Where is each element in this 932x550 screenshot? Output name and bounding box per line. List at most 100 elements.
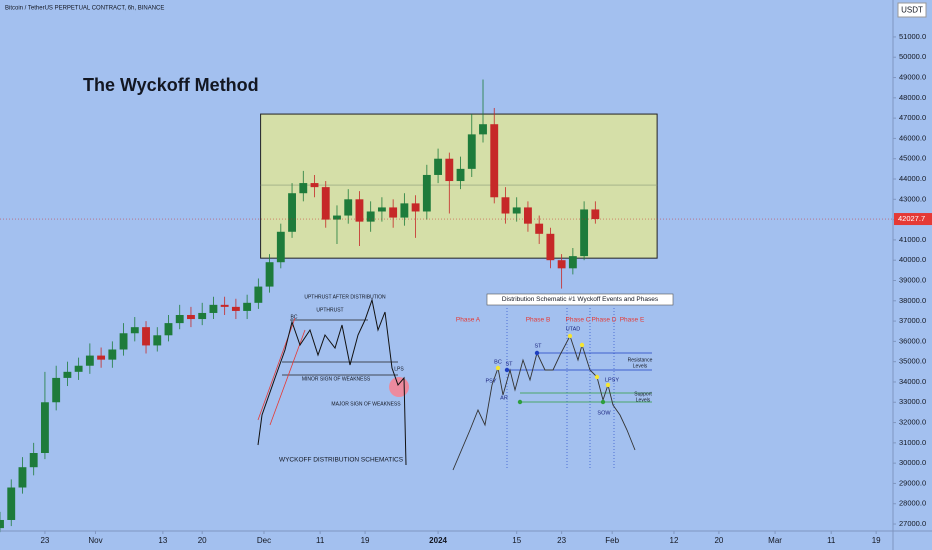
currency-box[interactable]: [897, 2, 927, 18]
x-tick-label: 12: [670, 536, 679, 545]
y-tick-label: 37000.0: [899, 316, 926, 325]
subtitle: Bitcoin / TetherUS PERPETUAL CONTRACT, 6…: [5, 6, 164, 12]
y-tick-label: 49000.0: [899, 73, 926, 82]
caption: WYCKOFF DISTRIBUTION SCHEMATICS: [279, 457, 404, 464]
candle-body: [52, 377, 61, 403]
candle-body: [63, 371, 72, 378]
y-tick-label: 28000.0: [899, 499, 926, 508]
event-dot: [504, 367, 510, 373]
x-tick-label: Nov: [88, 536, 102, 545]
range-box-layer: [260, 113, 658, 259]
last-price: 42027.7: [898, 214, 925, 223]
label: UPTHRUST: [316, 307, 343, 313]
y-tick-label: 31000.0: [899, 438, 926, 447]
candle-body: [299, 183, 308, 194]
y-tick-label: 47000.0: [899, 113, 926, 122]
candle-body: [377, 207, 386, 212]
event-dot: [517, 399, 523, 405]
y-tick-label: 38000.0: [899, 296, 926, 305]
label: MINOR SIGN OF WEAKNESS: [302, 376, 371, 382]
y-tick-label: 45000.0: [899, 154, 926, 163]
candle-body: [231, 306, 240, 311]
y-tick-label: 34000.0: [899, 377, 926, 386]
phase-label: Phase C: [566, 317, 591, 324]
candle-body: [209, 304, 218, 313]
sketch-channel: [269, 329, 306, 426]
event-label: SOW: [597, 410, 611, 416]
label: BC: [291, 314, 298, 320]
axes-layer: 27000.0 28000.0 29000.0 30000.0 31000.0 32000…: [0, 32, 932, 545]
candle-body: [85, 355, 94, 366]
candle-body: [0, 519, 4, 529]
candle-body: [501, 197, 510, 214]
candle-body: [557, 260, 566, 269]
candle-body: [265, 262, 274, 287]
y-tick-label: 50000.0: [899, 52, 926, 61]
y-tick-label: 40000.0: [899, 255, 926, 264]
y-tick-label: 29000.0: [899, 478, 926, 487]
schematic-title-box: [486, 293, 674, 306]
event-dot: [594, 374, 600, 380]
event-label: BC: [494, 359, 502, 365]
candle-body: [97, 355, 106, 360]
y-tick-label: 48000.0: [899, 93, 926, 102]
label: UPTHRUST AFTER DISTRIBUTION: [304, 294, 386, 300]
candle-body: [108, 349, 117, 360]
level-label: Resistance: [628, 357, 653, 363]
event-label: UTAD: [566, 326, 581, 332]
candle-body: [130, 327, 139, 334]
y-tick-label: 46000.0: [899, 133, 926, 142]
y-tick-label: 44000.0: [899, 174, 926, 183]
event-dot: [534, 350, 540, 356]
phase-label: Phase E: [620, 317, 645, 324]
event-dot: [579, 342, 585, 348]
y-tick-label: 36000.0: [899, 336, 926, 345]
phase-label: Phase B: [526, 317, 551, 324]
x-tick-label: Feb: [605, 536, 619, 545]
schematic-right: [452, 308, 652, 471]
sketch-path: [452, 334, 636, 471]
event-dot: [600, 399, 606, 405]
candle-body: [29, 453, 38, 468]
event-dot: [567, 333, 573, 339]
range-box: [260, 113, 658, 259]
candle-body: [254, 286, 263, 303]
candle-body: [580, 209, 589, 257]
candle-body: [411, 203, 420, 212]
candle-body: [220, 304, 229, 307]
candle-body: [400, 203, 409, 218]
phase-label: Phase A: [456, 317, 481, 324]
candle-body: [321, 187, 330, 220]
y-tick-label: 41000.0: [899, 235, 926, 244]
phase-label: Phase D: [592, 317, 617, 324]
x-tick-label: 2024: [429, 536, 447, 545]
candle-body: [74, 365, 83, 372]
candle-body: [568, 256, 577, 269]
candle-body: [355, 199, 364, 222]
candle-body: [512, 207, 521, 214]
y-tick-label: 51000.0: [899, 32, 926, 41]
candle-body: [389, 207, 398, 218]
event-label: AR: [500, 395, 508, 401]
candle-body: [591, 209, 600, 220]
x-tick-label: Dec: [257, 536, 271, 545]
candle-body: [187, 314, 195, 320]
event-label: ST: [534, 343, 542, 349]
candle-body: [479, 124, 487, 135]
event-dots: [495, 333, 611, 405]
label: LPS: [394, 366, 404, 372]
candle-body: [153, 335, 162, 346]
x-tick-label: 20: [714, 536, 723, 545]
candle-body: [524, 207, 532, 224]
currency[interactable]: USDT: [901, 6, 923, 15]
schematic-title: Distribution Schematic #1 Wyckoff Events…: [502, 296, 659, 303]
candle-body: [344, 199, 353, 216]
x-tick-label: 20: [198, 536, 207, 545]
level-label: Levels: [633, 363, 648, 369]
candle-body: [175, 314, 184, 324]
x-tick-label: Mar: [768, 536, 782, 545]
candle-body: [422, 174, 431, 212]
candle-body: [535, 223, 544, 234]
